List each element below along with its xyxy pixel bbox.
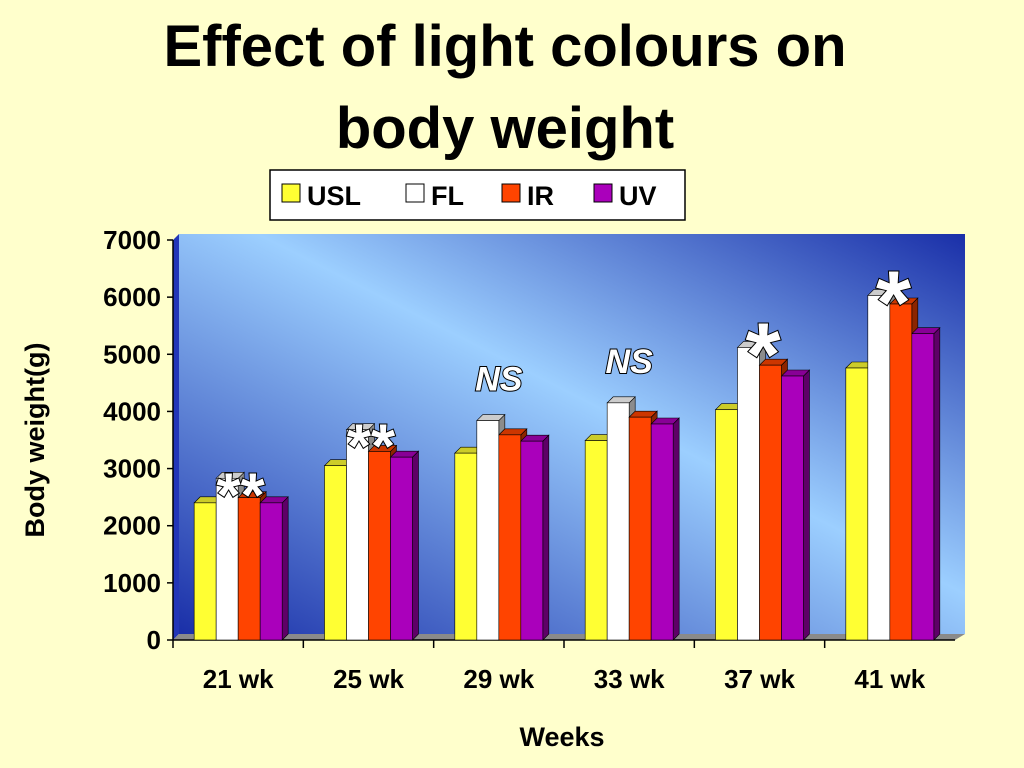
significance-annotation: NS <box>606 343 654 381</box>
bar-front <box>715 409 738 641</box>
y-tick-label: 1000 <box>103 568 161 598</box>
bar-uv-33-wk <box>650 417 680 641</box>
bar-front <box>911 333 935 641</box>
bar-uv-37-wk <box>780 369 811 641</box>
bar-uv-21-wk <box>259 496 289 641</box>
bar-front <box>324 465 347 641</box>
x-tick-label: 33 wk <box>594 664 665 694</box>
legend-swatch-uv <box>593 183 613 203</box>
bar-uv-29-wk <box>520 434 550 641</box>
significance-annotation: * <box>872 253 911 353</box>
bar-front <box>498 434 522 641</box>
bar-front <box>650 423 674 641</box>
plot-side-wall <box>173 234 179 640</box>
y-tick-label: 3000 <box>103 454 161 484</box>
legend-box <box>269 169 686 221</box>
bar-front <box>193 502 217 641</box>
y-tick-label: 7000 <box>103 225 161 255</box>
bar-front <box>781 375 804 641</box>
bar-front <box>476 420 500 641</box>
bar-side <box>803 369 810 641</box>
bar-uv-41-wk <box>911 326 941 641</box>
x-tick-label: 25 wk <box>333 664 404 694</box>
significance-annotation: * <box>742 305 781 405</box>
legend-label-ir: IR <box>527 181 554 211</box>
y-tick-label: 0 <box>147 625 161 655</box>
bar-side <box>933 326 941 641</box>
legend: USL FL IR UV <box>269 169 686 221</box>
legend-swatch-usl <box>281 183 301 203</box>
bar-front <box>759 364 782 641</box>
bar-front <box>520 440 544 641</box>
chart-title-line-1: Effect of light colours on <box>163 14 846 79</box>
bar-front <box>889 303 913 641</box>
x-tick-label: 41 wk <box>854 664 925 694</box>
legend-label-uv: UV <box>619 181 657 211</box>
plot-back-wall <box>179 234 965 634</box>
x-tick-label: 21 wk <box>203 664 274 694</box>
bar-side <box>672 417 680 641</box>
bar-front <box>454 452 478 641</box>
y-tick-label: 5000 <box>103 339 161 369</box>
legend-swatch-fl <box>405 183 425 203</box>
y-axis-title: Body weight(g) <box>20 343 50 538</box>
bar-side <box>412 450 419 641</box>
chart-title-line-2: body weight <box>336 96 674 161</box>
bar-side <box>542 434 550 641</box>
legend-swatch-ir <box>501 183 521 203</box>
y-tick-label: 2000 <box>103 511 161 541</box>
x-tick-label: 37 wk <box>724 664 795 694</box>
x-tick-label: 29 wk <box>463 664 534 694</box>
bar-front <box>606 402 630 641</box>
bar-front <box>390 456 413 641</box>
x-axis-title: Weeks <box>519 722 604 752</box>
bar-uv-25-wk <box>389 450 420 641</box>
significance-annotation: NS <box>475 361 523 399</box>
bar-front <box>259 502 283 641</box>
legend-label-usl: USL <box>307 181 361 211</box>
bar-front <box>628 416 652 641</box>
bar-front <box>845 367 869 641</box>
bar-side <box>281 496 289 641</box>
legend-label-fl: FL <box>431 181 464 211</box>
significance-annotation: ** <box>214 461 265 530</box>
bar-front <box>584 440 608 641</box>
y-tick-label: 6000 <box>103 282 161 312</box>
y-tick-label: 4000 <box>103 396 161 426</box>
significance-annotation: ** <box>344 413 395 482</box>
